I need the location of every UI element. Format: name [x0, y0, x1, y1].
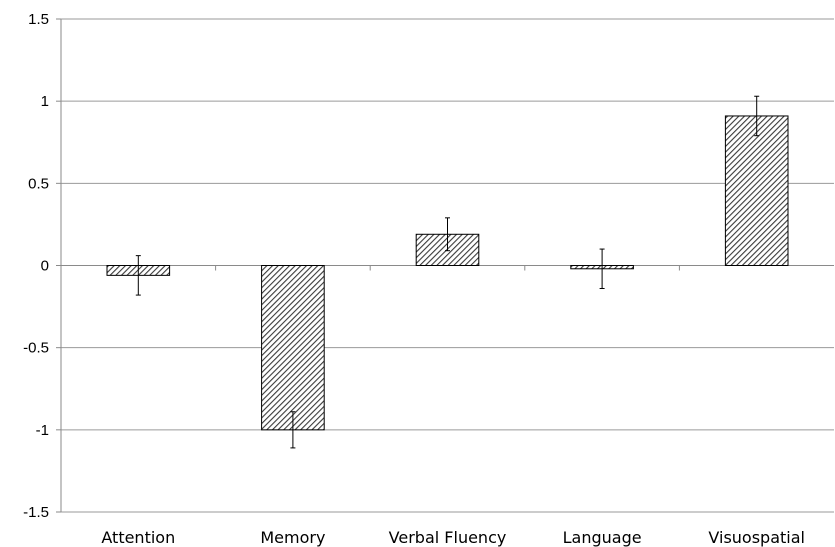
y-tick-label: 0	[41, 258, 49, 275]
bars	[106, 115, 789, 431]
x-category-label: Language	[563, 528, 642, 547]
y-tick-labels: -1.5 -1 -0.5 0 0.5 1 1.5	[23, 11, 49, 521]
error-bars	[135, 95, 760, 449]
x-category-label: Verbal Fluency	[389, 528, 507, 547]
y-tick-label: 1.5	[28, 11, 49, 28]
bar-visuospatial	[724, 115, 789, 266]
y-tick-label: -1.5	[23, 504, 49, 521]
bar-memory	[261, 265, 325, 431]
y-tick-label: -0.5	[23, 340, 49, 357]
x-category-label: Memory	[260, 528, 325, 547]
y-tick-label: 1	[41, 93, 49, 110]
y-tick-label: 0.5	[28, 175, 49, 192]
x-category-label: Visuospatial	[708, 528, 805, 547]
x-category-labels: Attention Memory Verbal Fluency Language Vis…	[101, 528, 805, 547]
gridlines	[61, 18, 834, 513]
y-tick-label: -1	[36, 422, 49, 439]
x-category-label: Attention	[101, 528, 175, 547]
